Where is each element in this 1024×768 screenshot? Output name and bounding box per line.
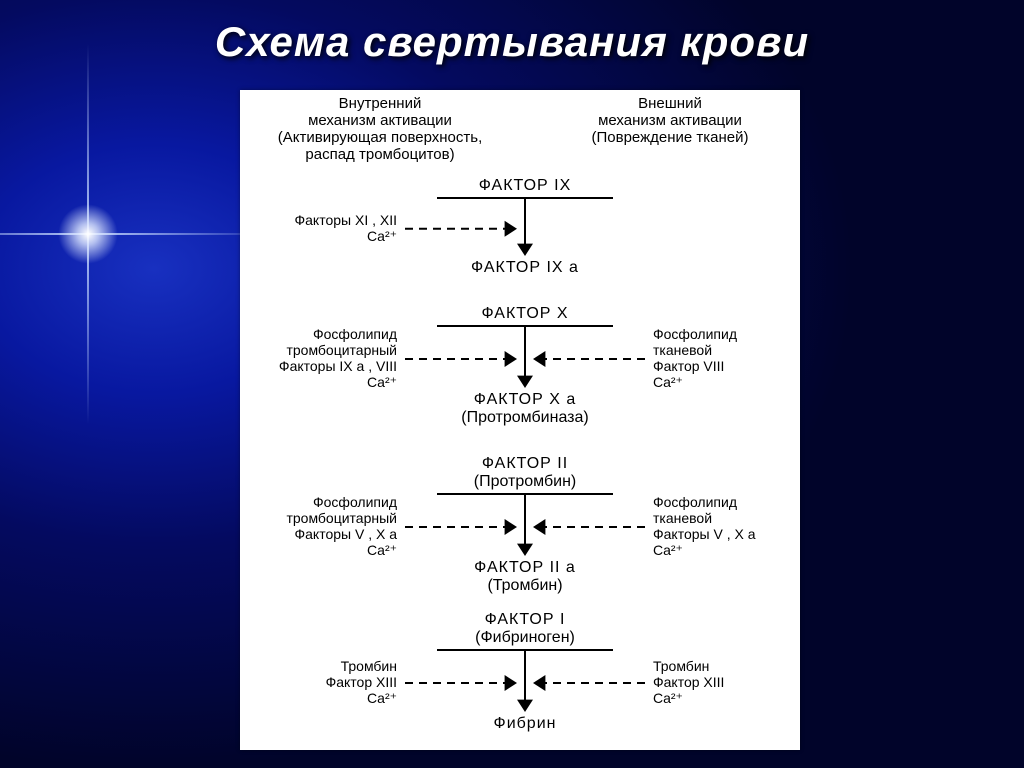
svg-text:Фактор XIII: Фактор XIII [326,674,397,690]
svg-text:Фосфолипид: Фосфолипид [313,494,397,510]
svg-text:Фактор XIII: Фактор XIII [653,674,724,690]
svg-text:ФАКТОР II а: ФАКТОР II а [474,559,576,576]
svg-text:(Повреждение тканей): (Повреждение тканей) [591,129,748,146]
slide-title: Схема свертывания крови [0,18,1024,66]
svg-text:механизм активации: механизм активации [308,112,452,129]
svg-text:Факторы V , X a: Факторы V , X a [294,526,397,542]
svg-text:ФАКТОР I: ФАКТОР I [485,611,566,628]
svg-text:механизм активации: механизм активации [598,112,742,129]
svg-text:Ca²⁺: Ca²⁺ [367,374,397,390]
slide: Схема свертывания крови Внутренниймехани… [0,0,1024,768]
svg-text:распад тромбоцитов): распад тромбоцитов) [305,146,454,163]
svg-text:ФАКТОР IX а: ФАКТОР IX а [471,259,579,276]
svg-text:Ca²⁺: Ca²⁺ [367,228,397,244]
svg-text:ФАКТОР X: ФАКТОР X [481,305,568,322]
svg-text:Тромбин: Тромбин [341,658,397,674]
svg-text:Фосфолипид: Фосфолипид [653,326,737,342]
coagulation-diagram: Внутренниймеханизм активации(Активирующа… [240,90,800,750]
svg-text:тканевой: тканевой [653,510,712,526]
svg-text:Фибрин: Фибрин [494,715,557,732]
svg-text:(Протромбиназа): (Протромбиназа) [461,409,588,426]
svg-text:Факторы IX a , VIII: Факторы IX a , VIII [279,358,397,374]
svg-text:Тромбин: Тромбин [653,658,709,674]
svg-text:тромбоцитарный: тромбоцитарный [286,510,397,526]
svg-text:ФАКТОР IX: ФАКТОР IX [479,177,572,194]
diagram-svg: Внутренниймеханизм активации(Активирующа… [240,90,800,750]
svg-text:ФАКТОР X а: ФАКТОР X а [474,391,576,408]
svg-text:Фосфолипид: Фосфолипид [313,326,397,342]
svg-text:Ca²⁺: Ca²⁺ [367,690,397,706]
svg-text:(Тромбин): (Тромбин) [487,577,562,594]
svg-text:Фосфолипид: Фосфолипид [653,494,737,510]
svg-text:тканевой: тканевой [653,342,712,358]
svg-text:ФАКТОР II: ФАКТОР II [482,455,568,472]
svg-text:Факторы XI , XII: Факторы XI , XII [294,212,397,228]
svg-text:Внешний: Внешний [638,95,702,112]
svg-text:Факторы V , X a: Факторы V , X a [653,526,756,542]
svg-text:(Фибриноген): (Фибриноген) [475,629,575,646]
svg-text:Ca²⁺: Ca²⁺ [653,374,683,390]
svg-text:(Протромбин): (Протромбин) [474,473,576,490]
lens-flare [88,234,89,235]
svg-text:Внутренний: Внутренний [339,95,422,112]
svg-text:Ca²⁺: Ca²⁺ [653,542,683,558]
svg-text:тромбоцитарный: тромбоцитарный [286,342,397,358]
svg-text:Ca²⁺: Ca²⁺ [367,542,397,558]
svg-text:Ca²⁺: Ca²⁺ [653,690,683,706]
svg-text:(Активирующая поверхность,: (Активирующая поверхность, [278,129,483,146]
svg-text:Фактор VIII: Фактор VIII [653,358,724,374]
